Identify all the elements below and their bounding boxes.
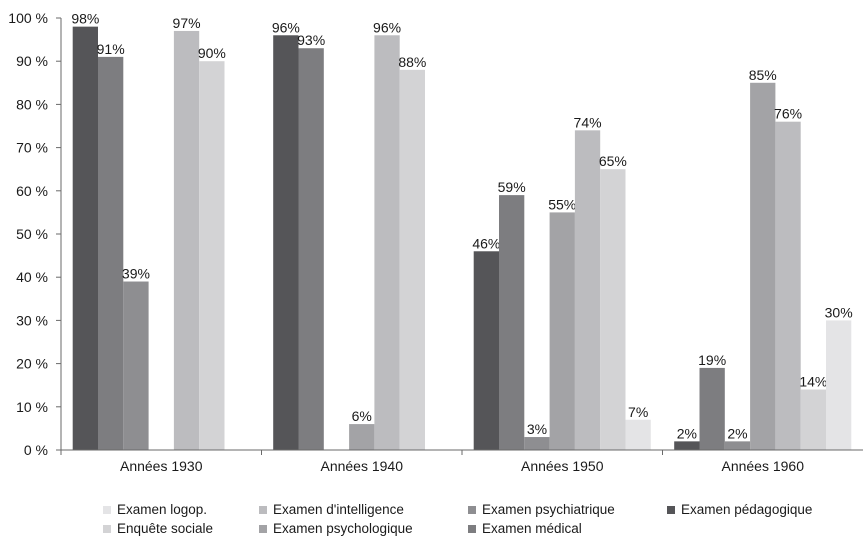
data-label: 98% bbox=[71, 11, 99, 27]
y-tick-label: 70 % bbox=[16, 140, 48, 156]
data-label: 74% bbox=[574, 114, 602, 130]
data-label: 96% bbox=[373, 19, 401, 35]
data-label: 97% bbox=[173, 15, 201, 31]
data-label: 91% bbox=[97, 41, 125, 57]
data-label: 19% bbox=[698, 352, 726, 368]
legend-swatch bbox=[259, 524, 267, 533]
data-label: 14% bbox=[799, 374, 827, 390]
bar bbox=[750, 82, 776, 451]
data-label: 7% bbox=[628, 404, 648, 420]
y-tick-label: 90 % bbox=[16, 53, 48, 69]
data-label: 39% bbox=[122, 266, 150, 282]
data-label: 2% bbox=[727, 425, 747, 441]
bar bbox=[273, 35, 299, 450]
legend-item: Examen médical bbox=[468, 521, 582, 536]
x-category-label: Années 1960 bbox=[721, 458, 804, 474]
bar bbox=[123, 281, 149, 450]
y-tick-label: 40 % bbox=[16, 269, 48, 285]
bar bbox=[699, 367, 725, 450]
y-tick-label: 20 % bbox=[16, 356, 48, 372]
data-label: 93% bbox=[297, 32, 325, 48]
bar bbox=[524, 437, 550, 450]
y-tick-label: 60 % bbox=[16, 183, 48, 199]
data-label: 6% bbox=[352, 408, 372, 424]
data-label: 88% bbox=[398, 54, 426, 70]
bar bbox=[298, 48, 324, 451]
bar bbox=[349, 424, 375, 450]
bar bbox=[173, 30, 200, 451]
data-label: 46% bbox=[472, 235, 500, 251]
legend-label: Examen psychiatrique bbox=[482, 502, 615, 517]
legend-label: Examen pédagogique bbox=[681, 502, 813, 517]
legend-item: Examen logop. bbox=[103, 502, 207, 517]
x-category-label: Années 1940 bbox=[320, 458, 403, 474]
data-label: 3% bbox=[527, 421, 547, 437]
legend-swatch bbox=[468, 524, 476, 533]
data-label: 85% bbox=[749, 67, 777, 83]
legend-item: Examen pédagogique bbox=[667, 502, 812, 517]
legend-label: Enquête sociale bbox=[117, 521, 214, 536]
data-label: 96% bbox=[272, 19, 300, 35]
y-tick-label: 0 % bbox=[24, 442, 48, 458]
legend-item: Examen d'intelligence bbox=[259, 502, 404, 517]
bar-chart: 0 % 10 % 20 % 30 % 40 % 50 % 60 % 70 % 80 % 90 % 1… bbox=[8, 10, 863, 474]
bar bbox=[72, 26, 98, 450]
y-tick-label: 50 % bbox=[16, 226, 48, 242]
bar bbox=[800, 389, 826, 450]
x-category-label: Années 1950 bbox=[521, 458, 604, 474]
legend-item: Enquête sociale bbox=[103, 521, 213, 536]
bar bbox=[98, 56, 124, 450]
legend-label: Examen médical bbox=[482, 521, 582, 536]
data-label: 59% bbox=[498, 179, 526, 195]
bar bbox=[374, 35, 400, 450]
bar bbox=[674, 441, 700, 450]
legend-swatch bbox=[103, 505, 111, 514]
bar bbox=[574, 130, 601, 450]
y-tick-label: 100 % bbox=[8, 10, 48, 26]
legend-swatch bbox=[103, 524, 111, 533]
legend-label: Examen logop. bbox=[117, 502, 208, 517]
data-label: 65% bbox=[599, 153, 627, 169]
legend-label: Examen psychologique bbox=[273, 521, 413, 536]
legend-swatch bbox=[259, 505, 267, 514]
y-tick-label: 80 % bbox=[16, 96, 48, 112]
bar bbox=[499, 195, 525, 450]
data-label: 30% bbox=[825, 304, 853, 320]
data-label: 90% bbox=[198, 45, 226, 61]
bar bbox=[775, 121, 801, 451]
legend-swatch bbox=[667, 505, 675, 514]
x-category-label: Années 1930 bbox=[120, 458, 203, 474]
data-label: 76% bbox=[774, 106, 802, 122]
bar bbox=[600, 169, 626, 450]
legend-item: Examen psychiatrique bbox=[468, 502, 615, 517]
data-label: 2% bbox=[677, 425, 697, 441]
bar bbox=[549, 212, 575, 450]
y-tick-label: 10 % bbox=[16, 399, 48, 415]
bar bbox=[826, 320, 852, 450]
bar bbox=[199, 61, 225, 450]
y-tick-label: 30 % bbox=[16, 312, 48, 328]
bar bbox=[724, 441, 751, 450]
legend-item: Examen psychologique bbox=[259, 521, 413, 536]
data-label: 55% bbox=[548, 196, 576, 212]
bar bbox=[625, 419, 651, 450]
bar bbox=[399, 69, 425, 450]
legend-swatch bbox=[468, 505, 476, 514]
bar bbox=[473, 251, 499, 450]
legend-label: Examen d'intelligence bbox=[273, 502, 404, 517]
